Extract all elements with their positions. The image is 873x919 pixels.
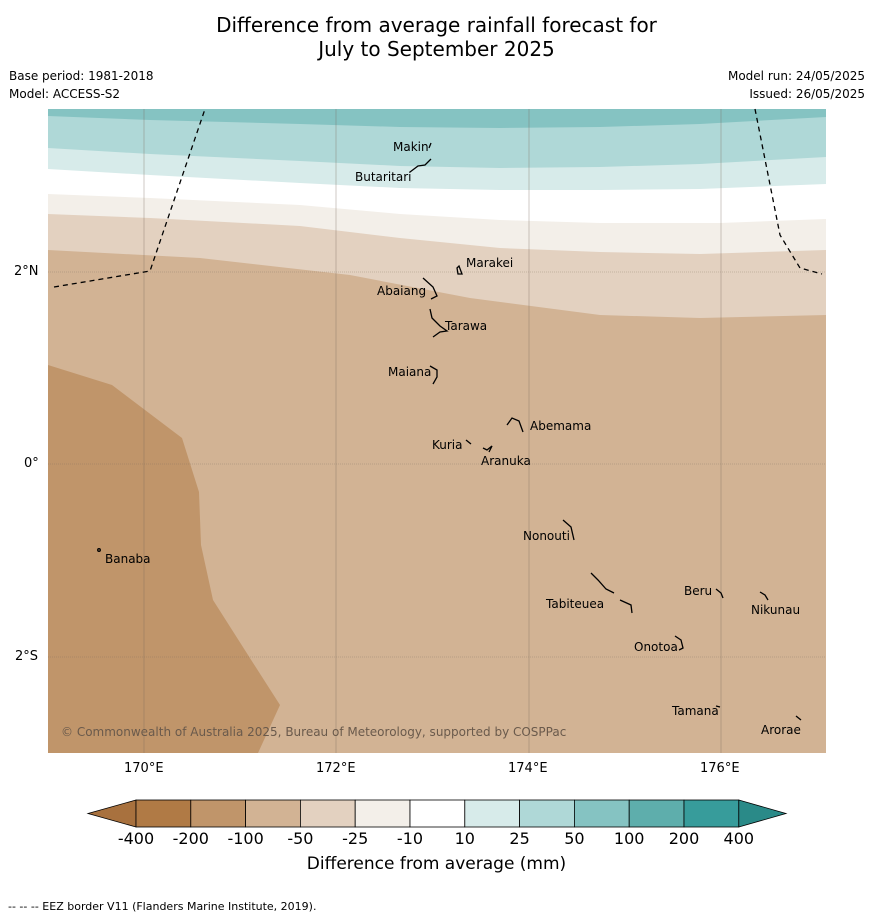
eez-footnote: -- -- -- EEZ border V11 (Flanders Marine…	[8, 900, 317, 913]
issued-text: Issued: 26/05/2025	[749, 87, 865, 101]
colorbar-label: 400	[723, 829, 755, 848]
colorbar-box-3	[299, 799, 356, 828]
colorbar-label: 10	[454, 829, 475, 848]
model-run-text: Model run: 24/05/2025	[727, 69, 865, 83]
title-line-2: July to September 2025	[318, 37, 555, 61]
colorbar-box-8	[574, 799, 630, 828]
lat-tick-0: 0°	[24, 456, 39, 471]
label-abemama: Abemama	[530, 419, 591, 433]
colorbar-label: 100	[613, 829, 645, 848]
band-50-100	[48, 109, 826, 128]
colorbar-box-5	[409, 799, 466, 828]
colorbar-arrow-high	[738, 799, 788, 828]
rainfall-bands	[48, 109, 826, 753]
label-beru: Beru	[684, 584, 712, 598]
model-text: Model: ACCESS-S2	[9, 87, 121, 101]
colorbar-label: -200	[172, 829, 209, 848]
colorbar-label: -100	[227, 829, 264, 848]
label-makin: Makin	[393, 140, 429, 154]
colorbar-box-7	[519, 799, 575, 828]
colorbar-box-9	[628, 799, 685, 828]
colorbar-label: 25	[509, 829, 530, 848]
lon-tick-170: 170°E	[124, 761, 164, 776]
label-maiana: Maiana	[388, 365, 431, 379]
colorbar-box-2	[245, 799, 301, 828]
colorbar-label: -50	[287, 829, 314, 848]
label-arorae: Arorae	[761, 723, 801, 737]
label-onotoa: Onotoa	[634, 640, 678, 654]
colorbar-label: -400	[117, 829, 155, 848]
colorbar-label: 50	[564, 829, 585, 848]
colorbar-arrow-low	[86, 799, 137, 828]
lon-tick-174: 174°E	[508, 761, 548, 776]
colorbar-box-10	[683, 799, 740, 828]
label-nonouti: Nonouti	[523, 529, 570, 543]
label-tarawa: Tarawa	[444, 319, 487, 333]
band-minus200-minus100	[48, 365, 280, 753]
label-tamana: Tamana	[671, 704, 719, 718]
label-abaiang: Abaiang	[377, 284, 426, 298]
lon-tick-176: 176°E	[700, 761, 740, 776]
colorbar-title: Difference from average (mm)	[306, 854, 567, 874]
lon-tick-172: 172°E	[316, 761, 356, 776]
graticule	[48, 109, 826, 753]
colorbar-label: -25	[342, 829, 369, 848]
label-marakei: Marakei	[466, 256, 513, 270]
colorbar-label: -10	[396, 829, 424, 848]
island-outlines	[97, 142, 802, 721]
lat-tick-2n: 2°N	[14, 264, 39, 279]
colorbar-label: 200	[668, 829, 700, 848]
colorbar-box-6	[464, 799, 520, 828]
label-banaba: Banaba	[105, 552, 151, 566]
label-aranuka: Aranuka	[481, 454, 531, 468]
base-period-text: Base period: 1981-2018	[9, 69, 154, 83]
colorbar-box-0	[135, 799, 192, 828]
label-kuria: Kuria	[432, 438, 463, 452]
colorbar-box-1	[190, 799, 247, 828]
copyright-text: © Commonwealth of Australia 2025, Bureau…	[61, 725, 566, 739]
title-line-1: Difference from average rainfall forecas…	[216, 13, 657, 37]
colorbar	[86, 799, 788, 828]
label-butaritari: Butaritari	[355, 170, 412, 184]
island-labels: Makin Butaritari Marakei Abaiang Tarawa …	[105, 140, 801, 737]
colorbar-box-4	[354, 799, 411, 828]
eez-border	[53, 108, 823, 288]
makin-outline	[428, 142, 432, 149]
lat-tick-2s: 2°S	[15, 649, 39, 664]
label-nikunau: Nikunau	[751, 603, 800, 617]
label-tabiteuea: Tabiteuea	[545, 597, 604, 611]
